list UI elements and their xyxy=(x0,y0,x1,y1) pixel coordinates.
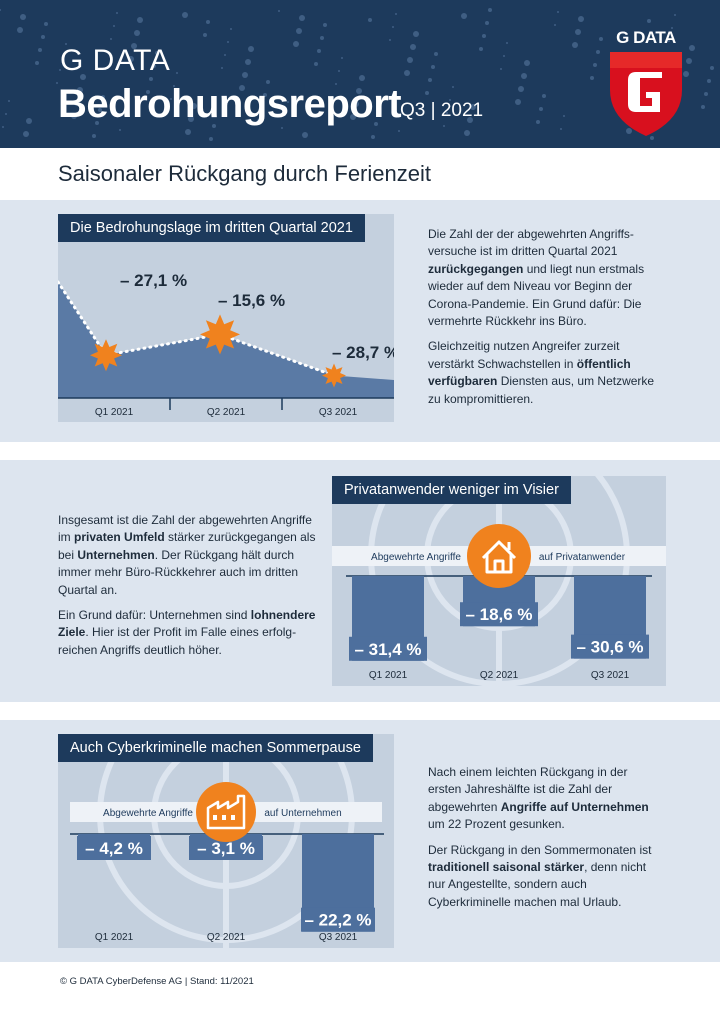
x-tick-label: Q2 2021 xyxy=(207,932,246,943)
x-tick-label: Q1 2021 xyxy=(95,407,134,418)
footer-copyright: © G DATA CyberDefense AG | Stand: 11/202… xyxy=(60,976,254,987)
section1-paragraph-2: Gleichzeitig nutzen Angreifer zurzeit ve… xyxy=(428,339,655,406)
section3-paragraph-1: Nach einem leichten Rückgang in der erst… xyxy=(428,765,649,832)
x-tick-label: Q2 2021 xyxy=(480,670,519,681)
value-label: – 4,2 % xyxy=(85,839,143,858)
data-label: – 27,1 % xyxy=(120,271,187,290)
legend-left: Abgewehrte Angriffe xyxy=(371,552,461,563)
value-label: – 3,1 % xyxy=(197,839,255,858)
value-label: – 18,6 % xyxy=(465,605,532,624)
data-label: – 28,7 % xyxy=(332,343,394,362)
legend-right: auf Unternehmen xyxy=(264,808,341,819)
legend-left: Abgewehrte Angriffe xyxy=(103,808,193,819)
value-label: – 22,2 % xyxy=(304,911,371,930)
legend-right: auf Privatanwender xyxy=(539,552,626,563)
section2-text: Insgesamt ist die Zahl der abgewehrten A… xyxy=(58,512,320,667)
burst-marker xyxy=(200,314,240,355)
section3-text: Nach einem leichten Rückgang in der erst… xyxy=(428,764,660,919)
logo-text: G DATA xyxy=(616,28,676,47)
report-quarter: Q3 | 2021 xyxy=(400,100,484,121)
x-axis-band xyxy=(58,398,394,422)
factory-icon-badge xyxy=(196,782,256,842)
x-tick-label: Q1 2021 xyxy=(369,670,408,681)
section2-paragraph-1: Insgesamt ist die Zahl der abgewehrten A… xyxy=(58,513,316,597)
section1-paragraph-1: Die Zahl der der abgewehrten Angriffs-ve… xyxy=(428,227,645,329)
section-threat-overview: – 27,1 % – 15,6 % – 28,7 % Q1 2021 Q2 2021 Q… xyxy=(0,200,720,442)
page-subtitle: Saisonaler Rückgang durch Ferienzeit xyxy=(58,161,431,186)
value-label-box xyxy=(349,636,427,661)
chart-title-private: Privatanwender weniger im Visier xyxy=(332,476,571,504)
header-banner: G DATA Bedrohungsreport Q3 | 2021 G DATA xyxy=(0,0,720,148)
house-icon xyxy=(481,540,517,574)
x-tick-label: Q3 2021 xyxy=(319,932,358,943)
burst-marker xyxy=(90,339,122,372)
value-label: – 30,6 % xyxy=(576,638,643,657)
x-tick-label: Q2 2021 xyxy=(207,407,246,418)
section1-text: Die Zahl der der abgewehrten Angriffs-ve… xyxy=(428,226,658,416)
trend-line xyxy=(58,280,336,378)
factory-icon xyxy=(206,794,246,830)
x-tick-label: Q3 2021 xyxy=(591,670,630,681)
report-title: Bedrohungsreport xyxy=(58,82,402,126)
gdata-logo: G DATA xyxy=(596,28,696,138)
section3-paragraph-2: Der Rückgang in den Sommermonaten ist tr… xyxy=(428,842,652,909)
shield-icon xyxy=(610,52,682,136)
value-label: – 31,4 % xyxy=(354,640,421,659)
brand-name: G DATA xyxy=(60,44,171,77)
chart-title-threat: Die Bedrohungslage im dritten Quartal 20… xyxy=(58,214,365,242)
value-label-box xyxy=(571,634,649,659)
bar-chart-companies: – 4,2 % – 3,1 % – 22,2 % Abgewehrte Angrif… xyxy=(58,734,394,948)
burst-marker xyxy=(322,363,346,388)
bar-chart-private: – 31,4 % – 18,6 % – 30,6 % Abgewehrte Angr… xyxy=(332,476,666,686)
value-label-box xyxy=(77,836,151,860)
house-icon-badge xyxy=(467,524,531,588)
section-private-users: Insgesamt ist die Zahl der abgewehrten A… xyxy=(0,460,720,702)
section-companies: – 4,2 % – 3,1 % – 22,2 % Abgewehrte Angrif… xyxy=(0,720,720,962)
x-tick-label: Q3 2021 xyxy=(319,407,358,418)
chart-title-companies: Auch Cyberkriminelle machen Sommerpause xyxy=(58,734,373,762)
data-label: – 15,6 % xyxy=(218,291,285,310)
section2-paragraph-2: Ein Grund dafür: Unternehmen sind lohnen… xyxy=(58,608,316,657)
value-label-box xyxy=(301,907,375,932)
value-label-box xyxy=(460,602,538,627)
x-tick-label: Q1 2021 xyxy=(95,932,134,943)
area-chart: – 27,1 % – 15,6 % – 28,7 % Q1 2021 Q2 2021 Q… xyxy=(58,214,394,422)
